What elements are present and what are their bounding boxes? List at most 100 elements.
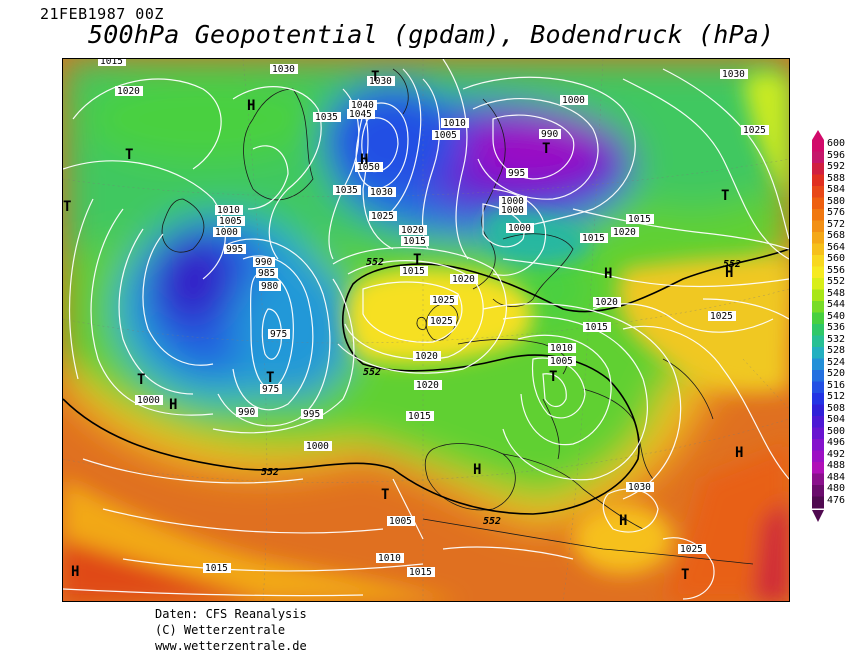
svg-text:1005: 1005 bbox=[550, 356, 573, 367]
svg-text:1020: 1020 bbox=[117, 86, 140, 97]
svg-text:1025: 1025 bbox=[371, 211, 394, 222]
high-center: H bbox=[473, 462, 481, 478]
pressure-label: 1005 bbox=[217, 216, 245, 227]
legend-swatch bbox=[812, 370, 824, 382]
svg-text:1000: 1000 bbox=[562, 95, 585, 106]
svg-text:1010: 1010 bbox=[217, 205, 240, 216]
legend-label: 540 bbox=[827, 310, 846, 322]
legend-label: 560 bbox=[827, 253, 846, 264]
svg-text:1005: 1005 bbox=[219, 216, 242, 227]
pressure-label: 995 bbox=[506, 168, 528, 179]
svg-text:1025: 1025 bbox=[680, 544, 703, 555]
pressure-label: 1025 bbox=[369, 211, 397, 222]
legend-swatch bbox=[812, 186, 824, 198]
svg-text:995: 995 bbox=[303, 409, 320, 420]
pressure-label: 1035 bbox=[333, 185, 361, 196]
legend-label: 512 bbox=[827, 391, 846, 402]
pressure-label: 1050 bbox=[355, 162, 383, 173]
legend-swatch bbox=[812, 151, 824, 164]
legend-swatch bbox=[812, 462, 824, 474]
legend-swatch bbox=[812, 473, 824, 486]
legend-label: 544 bbox=[827, 299, 846, 310]
website-link[interactable]: www.wetterzentrale.de bbox=[155, 639, 307, 653]
svg-text:1030: 1030 bbox=[628, 482, 651, 493]
pressure-label: 1020 bbox=[413, 351, 441, 362]
footer: Daten: CFS Reanalysis (C) Wetterzentrale… bbox=[155, 606, 307, 654]
high-center: H bbox=[247, 98, 255, 114]
legend-swatch bbox=[812, 255, 824, 267]
pressure-label: 1015 bbox=[583, 322, 611, 333]
legend-swatch bbox=[812, 174, 824, 187]
pressure-label: 1015 bbox=[98, 59, 126, 67]
legend-label: 592 bbox=[827, 161, 846, 172]
svg-text:1015: 1015 bbox=[585, 322, 608, 333]
high-center: H bbox=[725, 265, 733, 281]
svg-text:1050: 1050 bbox=[357, 162, 380, 173]
legend-swatch bbox=[812, 301, 824, 313]
pressure-label: 1000 bbox=[499, 205, 527, 216]
pressure-label: 980 bbox=[259, 281, 281, 292]
pressure-label: 975 bbox=[268, 329, 290, 340]
svg-text:1000: 1000 bbox=[137, 395, 160, 406]
svg-text:975: 975 bbox=[262, 384, 279, 395]
pressure-label: 1030 bbox=[626, 482, 654, 493]
pressure-label: 1015 bbox=[580, 233, 608, 244]
low-center: T bbox=[137, 372, 145, 388]
legend-label: 532 bbox=[827, 333, 846, 345]
svg-text:1010: 1010 bbox=[550, 343, 573, 354]
svg-text:1025: 1025 bbox=[710, 311, 733, 322]
pressure-label: 1000 bbox=[499, 196, 527, 207]
legend-label: 508 bbox=[827, 402, 846, 414]
pressure-label: 1025 bbox=[428, 316, 456, 327]
svg-text:1000: 1000 bbox=[501, 205, 524, 216]
high-center: H bbox=[63, 59, 71, 63]
weather-map-svg: 552 552 552 552 552 1015 1020 1030 1030 … bbox=[63, 59, 789, 601]
legend-swatch bbox=[812, 393, 824, 405]
svg-text:980: 980 bbox=[261, 281, 278, 292]
legend-label: 536 bbox=[827, 322, 846, 333]
geopotential-field bbox=[63, 59, 789, 601]
pressure-label: 1025 bbox=[708, 311, 736, 322]
legend-swatch bbox=[812, 496, 824, 509]
legend-label: 476 bbox=[827, 494, 846, 506]
svg-text:1025: 1025 bbox=[743, 125, 766, 136]
map-title: 500hPa Geopotential (gpdam), Bodendruck … bbox=[88, 20, 775, 49]
legend-swatch bbox=[812, 404, 824, 417]
svg-text:1020: 1020 bbox=[416, 380, 439, 391]
pressure-label: 1030 bbox=[368, 187, 396, 198]
legend-swatch bbox=[812, 163, 824, 175]
legend-label: 600 bbox=[827, 138, 846, 149]
legend-label: 516 bbox=[827, 379, 846, 391]
legend-label: 564 bbox=[827, 241, 846, 253]
pressure-label: 1035 bbox=[313, 112, 341, 123]
pressure-label: 1045 bbox=[347, 109, 375, 120]
high-center: H bbox=[71, 564, 79, 580]
svg-text:1020: 1020 bbox=[613, 227, 636, 238]
svg-text:990: 990 bbox=[238, 407, 255, 418]
legend-swatch bbox=[812, 243, 824, 256]
legend-swatch bbox=[812, 347, 824, 359]
svg-text:1025: 1025 bbox=[430, 316, 453, 327]
low-center: T bbox=[266, 370, 274, 386]
pressure-label: 1005 bbox=[548, 356, 576, 367]
legend-label: 552 bbox=[827, 276, 846, 287]
pressure-label: 1015 bbox=[626, 214, 654, 225]
legend-label: 568 bbox=[827, 230, 846, 241]
svg-text:985: 985 bbox=[258, 268, 275, 279]
legend-swatch bbox=[812, 232, 824, 244]
legend-label: 596 bbox=[827, 149, 846, 161]
svg-text:995: 995 bbox=[508, 168, 525, 179]
pressure-label: 1015 bbox=[407, 567, 435, 578]
svg-text:1015: 1015 bbox=[408, 411, 431, 422]
legend-swatch bbox=[812, 220, 824, 233]
weather-map: 552 552 552 552 552 1015 1020 1030 1030 … bbox=[62, 58, 790, 602]
pressure-label: 1000 bbox=[506, 223, 534, 234]
svg-text:1025: 1025 bbox=[432, 295, 455, 306]
legend-label: 548 bbox=[827, 287, 846, 299]
legend-swatch bbox=[812, 266, 824, 279]
svg-text:1030: 1030 bbox=[722, 69, 745, 80]
legend-swatch bbox=[812, 450, 824, 463]
copyright: (C) Wetterzentrale bbox=[155, 623, 286, 637]
svg-text:1005: 1005 bbox=[389, 516, 412, 527]
svg-text:1020: 1020 bbox=[595, 297, 618, 308]
